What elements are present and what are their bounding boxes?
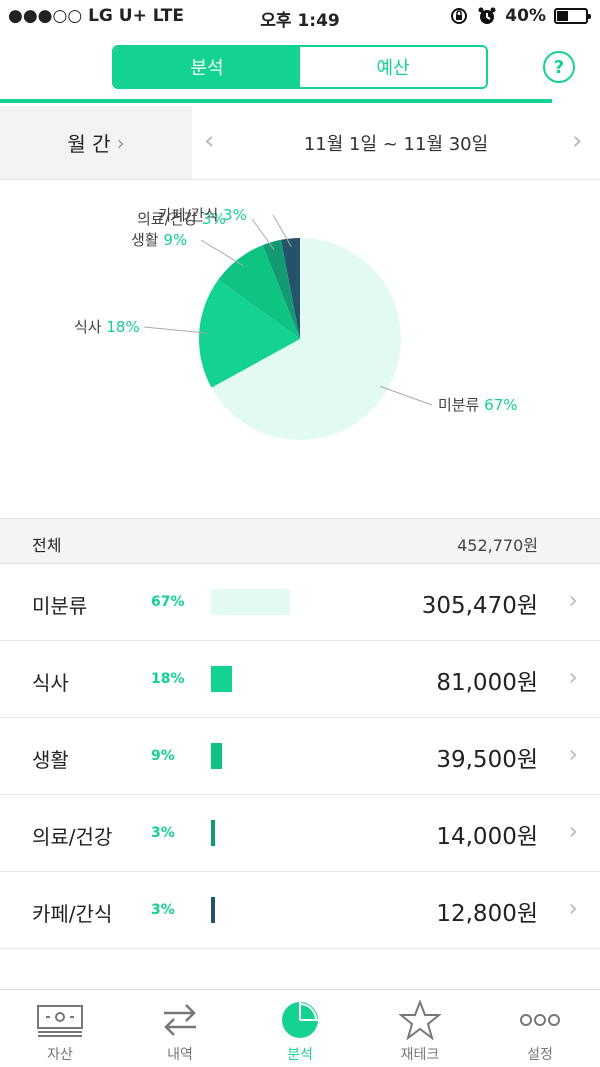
list-item[interactable]: 미분류 67% 305,470원 › (0, 564, 600, 641)
tab-label: 자산 (47, 1047, 73, 1063)
category-percent: 3% (151, 825, 175, 841)
chevron-right-icon: › (568, 740, 578, 768)
tab-budget[interactable]: 예산 (300, 47, 486, 87)
period-mode-label: 월 간 (67, 132, 111, 156)
category-bar (211, 820, 215, 846)
list-item[interactable]: 식사 18% 81,000원 › (0, 641, 600, 718)
status-bar: ●●●○○ LG U+ LTE 오후 1:49 40% (0, 0, 600, 34)
pie-label: 의료/건강 3% (137, 210, 226, 228)
pie-leader-line (272, 214, 292, 247)
pie-slice (198, 279, 300, 388)
pie-slice (218, 245, 300, 339)
battery-percent: 40% (505, 6, 546, 26)
rotation-lock-icon (451, 8, 468, 24)
total-amount: 452,770원 (457, 536, 538, 555)
category-pie-chart: 미분류 67% 식사 18% 생활 9% 의료/건강 3%카페/간식 3% (74, 206, 518, 440)
pie-label: 생활 9% (131, 231, 187, 249)
list-item[interactable]: 카페/간식 3% 12,800원 › (0, 872, 600, 949)
list-item[interactable]: 의료/건강 3% 14,000원 › (0, 795, 600, 872)
chevron-right-icon[interactable]: › (572, 126, 583, 156)
transfer-arrows-icon (164, 1004, 196, 1036)
category-bar (211, 743, 222, 769)
category-name: 식사 (32, 671, 69, 695)
tab-analysis-nav[interactable]: 분석 (240, 990, 360, 1067)
pie-label: 미분류 67% (438, 396, 518, 414)
category-amount: 81,000원 (436, 670, 538, 696)
category-name: 카페/간식 (32, 902, 113, 926)
date-range: 11월 1일 ~ 11월 30일 (303, 134, 489, 155)
total-label: 전체 (32, 536, 62, 555)
category-list: 미분류 67% 305,470원 › 식사 18% 81,000원 › 생활 9… (0, 564, 600, 949)
pie-label: 카페/간식 3% (158, 206, 247, 224)
category-percent: 3% (151, 902, 175, 918)
chevron-left-icon[interactable]: ‹ (204, 126, 215, 156)
pie-slice (281, 238, 300, 339)
category-bar (211, 666, 233, 692)
bottom-tab-bar: 자산 내역 분석 재테크 설정 (0, 989, 600, 1067)
help-button[interactable]: ? (543, 51, 575, 83)
tab-label: 분석 (287, 1047, 313, 1063)
category-amount: 39,500원 (436, 747, 538, 773)
tab-label: 재테크 (400, 1047, 440, 1063)
status-right: 40% (449, 6, 591, 26)
category-amount: 305,470원 (421, 593, 538, 619)
pie-slice (262, 239, 300, 339)
tab-investment[interactable]: 재테크 (360, 990, 480, 1067)
category-amount: 14,000원 (436, 824, 538, 850)
period-selector: 월 간 › ‹ 11월 1일 ~ 11월 30일 › (0, 106, 600, 180)
star-icon (399, 1000, 441, 1040)
category-name: 미분류 (32, 594, 88, 618)
category-amount: 12,800원 (436, 901, 538, 927)
category-percent: 9% (151, 748, 175, 764)
period-mode-button[interactable]: 월 간 › (0, 106, 192, 179)
battery-fill (557, 11, 569, 21)
tab-settings[interactable]: 설정 (480, 990, 600, 1067)
battery-icon (554, 8, 591, 24)
pie-leader-line (143, 326, 208, 334)
chevron-right-icon: › (568, 586, 578, 614)
list-item[interactable]: 생활 9% 39,500원 › (0, 718, 600, 795)
category-name: 의료/건강 (32, 825, 113, 849)
segmented-control: 분석 예산 (112, 45, 488, 89)
more-dots-icon (520, 1014, 560, 1026)
pie-leader-line (200, 239, 244, 267)
alarm-icon (478, 7, 496, 24)
pie-slice (211, 238, 401, 440)
pie-leader-line (379, 385, 433, 406)
category-percent: 18% (151, 671, 185, 687)
wallet-icon (37, 1005, 83, 1037)
tab-label: 설정 (527, 1047, 553, 1063)
tab-assets[interactable]: 자산 (0, 990, 120, 1067)
chevron-right-icon: › (568, 894, 578, 922)
clock: 오후 1:49 (260, 11, 340, 31)
tab-transactions[interactable]: 내역 (120, 990, 240, 1067)
chevron-right-icon: › (568, 663, 578, 691)
segment-underline (0, 99, 552, 103)
category-name: 생활 (32, 748, 69, 772)
tab-analysis[interactable]: 분석 (114, 47, 300, 87)
total-row: 전체 452,770원 (0, 518, 600, 564)
carrier-label: ●●●○○ LG U+ LTE (8, 6, 184, 26)
category-bar (211, 897, 215, 923)
category-bar (211, 589, 291, 615)
chevron-right-icon: › (568, 817, 578, 845)
tab-label: 내역 (167, 1047, 193, 1063)
pie-label: 식사 18% (74, 318, 140, 336)
chevron-right-icon: › (116, 130, 125, 155)
category-percent: 67% (151, 594, 185, 610)
pie-leader-line (251, 218, 275, 251)
pie-chart-icon (282, 1002, 318, 1038)
